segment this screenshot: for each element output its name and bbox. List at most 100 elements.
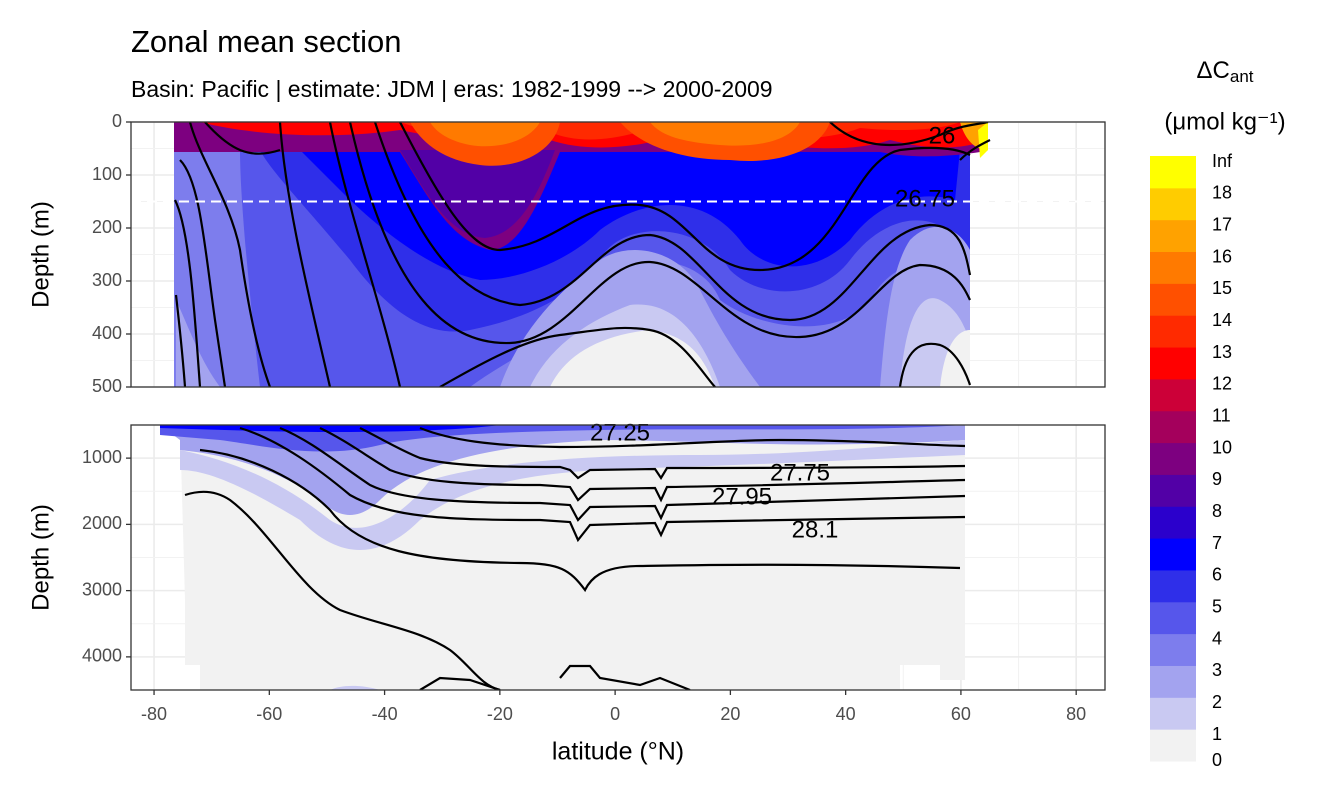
contour-line (328, 122, 402, 387)
filled-contour (650, 122, 800, 146)
legend-title: ΔCant (1196, 57, 1253, 86)
legend-title-sub: ant (1230, 67, 1254, 86)
y-tick-label: 400 (92, 323, 122, 343)
y-tick-label: 4000 (82, 646, 122, 666)
contour-line (373, 122, 972, 322)
contour-line (559, 664, 691, 690)
legend-label: 7 (1212, 533, 1222, 553)
contour-line (319, 427, 966, 503)
lower-field (160, 425, 966, 690)
legend-swatch (1150, 506, 1196, 539)
y-tick-label: 2000 (82, 513, 122, 533)
y-tick-label: 100 (92, 164, 122, 184)
y-tick-label: 3000 (82, 579, 122, 599)
legend-label: 16 (1212, 246, 1232, 266)
panel-border (130, 424, 1106, 691)
filled-contour (940, 330, 970, 387)
chart-subtitle: Basin: Pacific | estimate: JDM | eras: 1… (131, 76, 773, 102)
y-axis-label: Depth (m) (27, 504, 54, 611)
legend-swatch (1150, 283, 1196, 316)
x-axis-label: latitude (°N) (552, 738, 684, 766)
legend-swatch (1150, 474, 1196, 507)
legend-label: 15 (1212, 278, 1232, 298)
x-tick-label: -20 (487, 704, 513, 724)
legend-label: 3 (1212, 660, 1222, 680)
contour-line (829, 122, 989, 147)
legend-label: 4 (1212, 628, 1222, 648)
legend-swatch (1150, 601, 1196, 635)
legend-title-main: ΔC (1196, 57, 1229, 84)
contour-line (439, 326, 716, 387)
legend-swatch (1150, 156, 1196, 189)
legend-label: 18 (1212, 183, 1232, 203)
legend-swatch (1150, 187, 1196, 221)
contour-label: 28.1 (792, 516, 839, 543)
contour-line (359, 427, 966, 481)
legend-label: 14 (1212, 310, 1232, 330)
legend-swatch (1150, 315, 1196, 348)
x-tick-label: 60 (951, 704, 971, 724)
x-tick-label: 20 (720, 704, 740, 724)
y-tick-label: 200 (92, 217, 122, 237)
legend-swatch (1150, 378, 1196, 412)
contour-line (179, 159, 227, 387)
panel-border (130, 121, 1106, 388)
filled-contour (330, 685, 380, 690)
legend-swatch (1150, 410, 1196, 444)
contour-line (279, 426, 966, 522)
contour-line (348, 122, 971, 345)
contour-label: 27.25 (590, 419, 650, 446)
legend-label: Inf (1212, 151, 1233, 171)
filled-contour (550, 330, 715, 387)
contour-label: 27.95 (712, 483, 772, 510)
legend-label: 1 (1212, 724, 1222, 744)
filled-contour (180, 440, 965, 550)
contour-line (204, 122, 281, 155)
contour-line (199, 448, 961, 593)
contour-line (898, 342, 972, 387)
contour-label: 26 (929, 122, 956, 149)
contour-line (278, 122, 332, 387)
legend-label: 0 (1212, 750, 1222, 770)
x-tick-label: 0 (610, 704, 620, 724)
x-tick-label: 80 (1066, 704, 1086, 724)
legend-unit: (μmol kg⁻¹) (1164, 108, 1285, 135)
contour-line (399, 122, 971, 272)
chart-title: Zonal mean section (131, 24, 402, 59)
contour-line (184, 490, 501, 690)
x-tick-label: -40 (372, 704, 398, 724)
legend-label: 6 (1212, 565, 1222, 585)
legend-label: 5 (1212, 597, 1222, 617)
legend-swatch (1150, 729, 1196, 762)
legend-label: 11 (1212, 405, 1231, 425)
legend-label: 9 (1212, 469, 1222, 489)
contour-line (174, 294, 187, 387)
upper-field (174, 122, 991, 387)
legend-label: 12 (1212, 374, 1232, 394)
contour-label: 27.75 (770, 459, 830, 486)
x-tick-label: 40 (836, 704, 856, 724)
legend-label: 2 (1212, 692, 1222, 712)
y-tick-label: 500 (92, 376, 122, 396)
x-tick-label: -60 (256, 704, 282, 724)
contour-line (419, 426, 966, 449)
y-tick-label: 1000 (82, 447, 122, 467)
contour-line (188, 122, 272, 387)
legend-swatch (1150, 569, 1196, 603)
legend-swatch (1150, 538, 1196, 571)
legend-swatch (1150, 665, 1196, 698)
contour-line (174, 199, 202, 387)
contour-line (959, 139, 991, 161)
filled-contour (978, 122, 988, 158)
legend-label: 17 (1212, 214, 1232, 234)
filled-contour (400, 150, 555, 238)
filled-contour (176, 300, 220, 387)
y-tick-label: 0 (112, 111, 122, 131)
legend-swatch (1150, 347, 1196, 380)
x-tick-label: -80 (141, 704, 167, 724)
legend-label: 13 (1212, 342, 1232, 362)
filled-contour (430, 122, 540, 147)
legend-swatch (1150, 251, 1196, 284)
legend-label: 10 (1212, 437, 1232, 457)
